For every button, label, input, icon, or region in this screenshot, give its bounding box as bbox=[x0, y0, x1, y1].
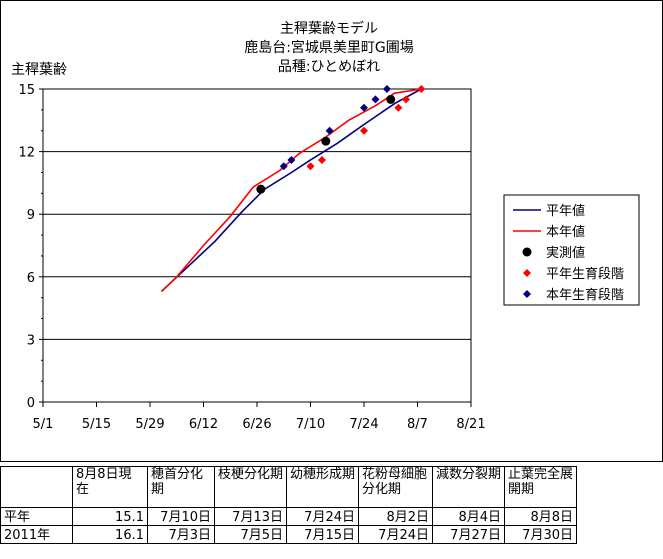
table-corner-cell bbox=[0, 466, 73, 508]
table-row: 2011年 16.1 7月3日 7月5日 7月15日 7月24日 7月27日 7… bbox=[0, 525, 577, 544]
chart-figure: 主稈葉齢モデル鹿島台:宮城県美里町G圃場 品種:ひとめぼれ 主稈葉齢 0 3 6 9 12… bbox=[0, 0, 663, 462]
y-axis-label: 主稈葉齢 bbox=[11, 62, 67, 78]
data-point-diamond bbox=[317, 155, 326, 164]
y-tick-label: 9 bbox=[27, 208, 35, 223]
table-header-cell: 幼穂形成期 bbox=[286, 466, 359, 508]
data-point-diamond bbox=[306, 162, 315, 171]
table-cell: 7月3日 bbox=[147, 525, 215, 544]
table-cell: 16.1 bbox=[72, 525, 148, 544]
table-cell: 7月13日 bbox=[214, 507, 287, 526]
y-tick-label: 0 bbox=[27, 396, 35, 411]
y-tick-label: 3 bbox=[27, 333, 35, 348]
x-axis-ticks: 5/1 5/15 5/29 6/12 6/26 7/10 7/24 8/7 8/21 bbox=[33, 402, 486, 432]
table-header-cell: 穂首分化期 bbox=[147, 466, 215, 508]
series-markers bbox=[256, 85, 426, 194]
y-tick-label: 15 bbox=[18, 83, 35, 98]
data-point-diamond bbox=[360, 103, 368, 112]
data-point-circle bbox=[256, 184, 266, 194]
table-header-cell: 8月8日現在 bbox=[72, 466, 148, 508]
chart-title-line: 鹿島台:宮城県美里町G圃場 bbox=[244, 39, 414, 56]
gridlines bbox=[43, 151, 471, 340]
data-table: 8月8日現在 穂首分化期 枝梗分化期 幼穂形成期 花粉母細胞分化期 減数分裂期 … bbox=[0, 466, 577, 544]
table-cell: 8月2日 bbox=[358, 507, 433, 526]
table-cell: 7月5日 bbox=[214, 525, 287, 544]
table-row-label: 2011年 bbox=[0, 525, 73, 544]
table-cell: 7月30日 bbox=[504, 525, 577, 544]
table-cell: 7月27日 bbox=[432, 525, 505, 544]
data-point-circle bbox=[321, 136, 331, 146]
data-point-circle bbox=[522, 247, 532, 257]
x-tick-label: 8/7 bbox=[407, 417, 428, 432]
x-tick-label: 5/1 bbox=[33, 417, 54, 432]
data-point-diamond bbox=[382, 85, 391, 93]
table-header-cell: 減数分裂期 bbox=[432, 466, 505, 508]
table-cell: 7月24日 bbox=[286, 507, 359, 526]
data-point-diamond bbox=[371, 95, 380, 104]
data-point-diamond bbox=[523, 269, 531, 277]
table-cell: 7月10日 bbox=[147, 507, 215, 526]
x-tick-label: 5/15 bbox=[82, 417, 111, 432]
plot-area bbox=[42, 88, 472, 403]
series-line bbox=[160, 88, 422, 292]
series-line bbox=[160, 88, 422, 292]
y-tick-label: 12 bbox=[18, 146, 35, 161]
table-cell: 7月15日 bbox=[286, 525, 359, 544]
table-row-label: 平年 bbox=[0, 507, 73, 526]
table-cell: 8月8日 bbox=[504, 507, 577, 526]
y-axis-ticks: 0 3 6 9 12 15 bbox=[18, 83, 43, 411]
x-tick-label: 8/21 bbox=[456, 417, 485, 432]
table-cell: 7月24日 bbox=[358, 525, 433, 544]
data-point-circle bbox=[386, 94, 396, 104]
table-header-row: 8月8日現在 穂首分化期 枝梗分化期 幼穂形成期 花粉母細胞分化期 減数分裂期 … bbox=[0, 466, 577, 508]
table-cell: 8月4日 bbox=[432, 507, 505, 526]
data-point-diamond bbox=[279, 162, 288, 171]
table-header-cell: 花粉母細胞分化期 bbox=[358, 466, 433, 508]
x-tick-label: 5/29 bbox=[135, 417, 164, 432]
data-point-diamond bbox=[417, 85, 426, 93]
legend-label: 本年値 bbox=[546, 224, 585, 240]
table-row: 平年 15.1 7月10日 7月13日 7月24日 8月2日 8月4日 8月8日 bbox=[0, 507, 577, 526]
x-tick-label: 7/10 bbox=[296, 417, 325, 432]
legend-label: 平年値 bbox=[546, 203, 585, 219]
data-point-diamond bbox=[402, 95, 411, 104]
table-cell: 15.1 bbox=[72, 507, 148, 526]
legend-label: 本年生育段階 bbox=[546, 287, 624, 303]
series-lines bbox=[160, 88, 422, 292]
chart-title-line: 主稈葉齢モデル bbox=[280, 20, 378, 37]
data-point-diamond bbox=[360, 126, 368, 135]
legend-label: 実測値 bbox=[546, 245, 585, 261]
legend-label: 平年生育段階 bbox=[546, 266, 624, 282]
table-header-cell: 止葉完全展開期 bbox=[504, 466, 577, 508]
y-tick-label: 6 bbox=[27, 271, 35, 286]
data-point-diamond bbox=[523, 290, 531, 298]
chart-title-line: 品種:ひとめぼれ bbox=[278, 59, 380, 75]
data-point-diamond bbox=[287, 155, 296, 164]
x-tick-label: 6/12 bbox=[189, 417, 218, 432]
data-point-diamond bbox=[325, 126, 334, 135]
data-point-diamond bbox=[394, 103, 403, 112]
table-header-cell: 枝梗分化期 bbox=[214, 466, 287, 508]
x-tick-label: 7/24 bbox=[349, 417, 378, 432]
x-tick-label: 6/26 bbox=[242, 417, 271, 432]
